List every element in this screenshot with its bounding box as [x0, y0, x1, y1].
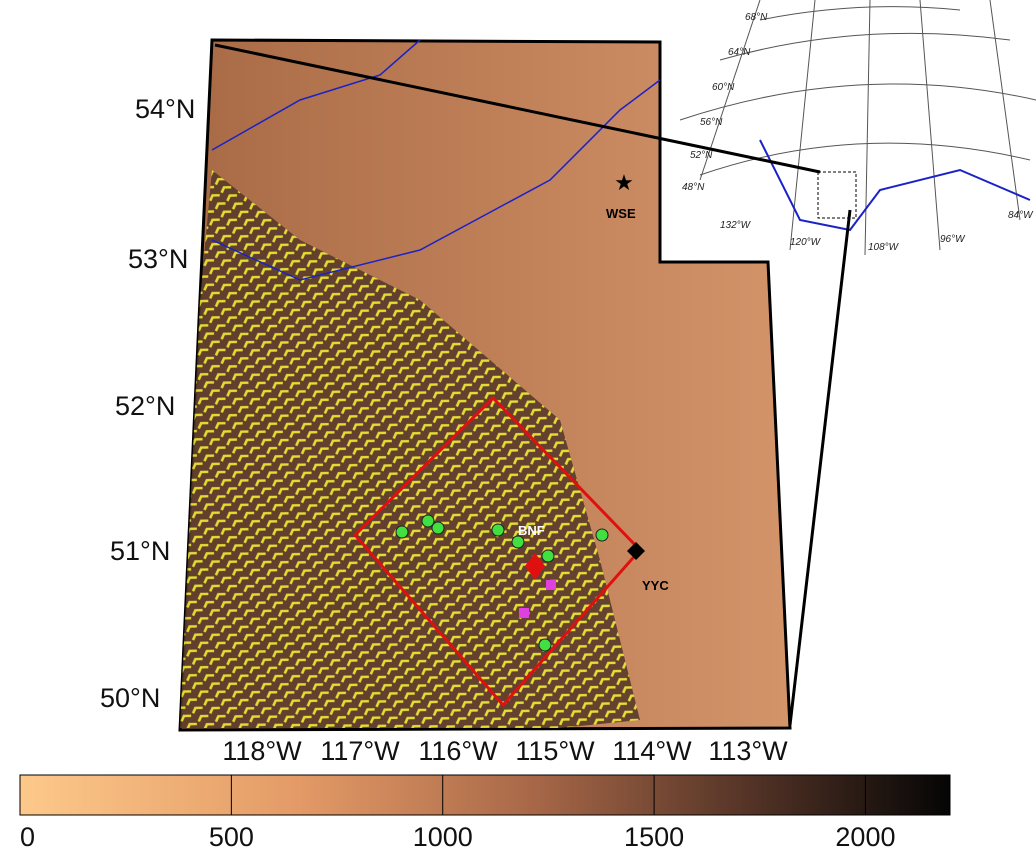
lon-label: 118°W — [222, 736, 302, 766]
lon-label: 114°W — [612, 736, 692, 766]
colorbar-tick-label: 0 — [20, 822, 35, 852]
lat-label: 53°N — [128, 244, 188, 274]
lon-label: 116°W — [418, 736, 498, 766]
inset-lon: 120°W — [790, 237, 822, 248]
station-label: BNF — [518, 523, 545, 538]
lat-label: 52°N — [115, 391, 175, 421]
figure: ★ WSE BNF YYC 54°N 53°N 52°N 51°N 50°N 1… — [0, 0, 1036, 856]
lon-label: 113°W — [708, 736, 788, 766]
lat-label: 54°N — [135, 94, 195, 124]
station-label: YYC — [642, 578, 669, 593]
page: ★ WSE BNF YYC 54°N 53°N 52°N 51°N 50°N 1… — [0, 0, 1036, 856]
colorbar-tick-label: 1000 — [413, 822, 473, 852]
lon-label: 115°W — [515, 736, 595, 766]
inset-lat: 60°N — [712, 82, 735, 93]
colorbar-tick-label: 1500 — [624, 822, 684, 852]
inset-lat: 52°N — [690, 150, 713, 161]
inset-lat: 64°N — [728, 47, 751, 58]
svg-text:★: ★ — [614, 170, 634, 195]
lon-label: 117°W — [320, 736, 400, 766]
colorbar-tick-label: 2000 — [835, 822, 895, 852]
inset-lat: 56°N — [700, 117, 723, 128]
inset-lon: 132°W — [720, 220, 752, 231]
colorbar-tick-label: 500 — [209, 822, 254, 852]
colorbar — [20, 775, 950, 815]
inset-lon: 108°W — [868, 242, 900, 253]
lon-labels: 118°W 117°W 116°W 115°W 114°W 113°W — [222, 736, 788, 766]
station-label: WSE — [606, 206, 636, 221]
lat-label: 50°N — [100, 683, 160, 713]
inset-lon: 84°W — [1008, 210, 1034, 221]
lat-labels: 54°N 53°N 52°N 51°N 50°N — [100, 94, 195, 713]
inset-lat: 48°N — [682, 182, 705, 193]
inset-lat: 68°N — [745, 12, 768, 23]
zoom-line — [790, 210, 850, 725]
lat-label: 51°N — [110, 536, 170, 566]
inset-lon: 96°W — [940, 234, 966, 245]
